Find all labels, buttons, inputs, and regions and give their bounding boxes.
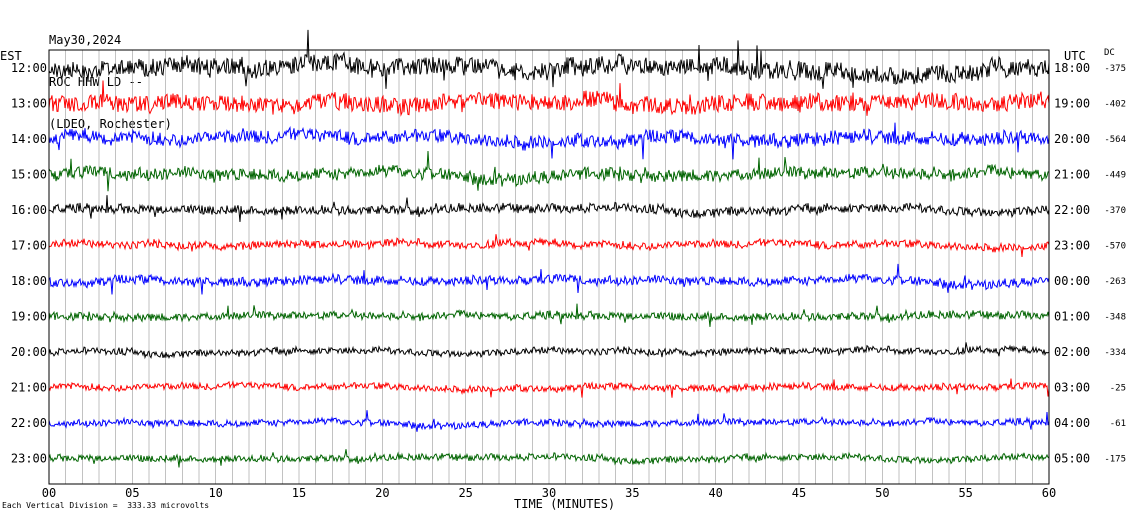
trace-2100 bbox=[48, 378, 1050, 398]
utc-label: 23:00 bbox=[1054, 239, 1090, 253]
trace-1700 bbox=[48, 234, 1050, 257]
x-tick-label: 50 bbox=[875, 486, 889, 500]
x-tick-label: 35 bbox=[625, 486, 639, 500]
x-tick-label: 30 bbox=[542, 486, 556, 500]
utc-label: 00:00 bbox=[1054, 274, 1090, 288]
grid-lines bbox=[65, 50, 1033, 484]
trace-1400 bbox=[48, 122, 1050, 160]
x-axis-title: TIME (MINUTES) bbox=[514, 497, 616, 511]
est-label: 19:00 bbox=[11, 310, 47, 324]
dc-label: -375 bbox=[1104, 64, 1126, 74]
x-tick-label: 20 bbox=[375, 486, 389, 500]
trace-1200 bbox=[48, 29, 1050, 89]
dc-header-label: DC bbox=[1104, 48, 1115, 58]
dc-label: -61 bbox=[1110, 419, 1126, 429]
est-label: 22:00 bbox=[11, 416, 47, 430]
utc-label: 03:00 bbox=[1054, 381, 1090, 395]
est-label: 14:00 bbox=[11, 132, 47, 146]
header-date: May30,2024 bbox=[49, 33, 122, 47]
x-tick-label: 05 bbox=[125, 486, 139, 500]
x-tick-label: 60 bbox=[1042, 486, 1056, 500]
utc-label: 20:00 bbox=[1054, 132, 1090, 146]
x-tick-label: 25 bbox=[458, 486, 472, 500]
x-tick-label: 55 bbox=[958, 486, 972, 500]
trace-2300 bbox=[48, 449, 1050, 468]
est-hour-labels: 12:00 13:00 14:00 15:00 16:00 17:00 18:00 19:00… bbox=[11, 61, 47, 466]
trace-1900 bbox=[48, 303, 1050, 327]
dc-label: -175 bbox=[1104, 455, 1126, 465]
trace-1600 bbox=[48, 195, 1050, 222]
trace-2000 bbox=[48, 342, 1050, 360]
utc-label: 04:00 bbox=[1054, 416, 1090, 430]
right-timezone-label: UTC bbox=[1064, 49, 1086, 63]
est-label: 15:00 bbox=[11, 168, 47, 182]
utc-label: 05:00 bbox=[1054, 452, 1090, 466]
plot-frame bbox=[48, 49, 1050, 485]
footer-scale-note: Each Vertical Division = 333.33 microvol… bbox=[2, 501, 210, 510]
dc-label: -564 bbox=[1104, 135, 1126, 145]
header-location: (LDEO, Rochester) bbox=[49, 117, 172, 131]
trace-1300 bbox=[48, 80, 1050, 117]
utc-hour-labels: 18:00 19:00 20:00 21:00 22:00 23:00 00:00 01:00… bbox=[1054, 61, 1090, 466]
header-block: May30,2024 ROC HHW LD -- (LDEO, Rocheste… bbox=[49, 5, 172, 145]
est-label: 18:00 bbox=[11, 274, 47, 288]
header-station: ROC HHW LD -- bbox=[49, 75, 143, 89]
est-label: 23:00 bbox=[11, 452, 47, 466]
x-tick-labels: 00 05 10 15 20 25 30 35 40 45 50 55 60 bbox=[42, 486, 1056, 500]
trace-1500 bbox=[48, 150, 1050, 192]
dc-label: -370 bbox=[1104, 206, 1126, 216]
utc-label: 22:00 bbox=[1054, 203, 1090, 217]
left-timezone-label: EST bbox=[0, 49, 22, 63]
utc-label: 18:00 bbox=[1054, 61, 1090, 75]
est-label: 12:00 bbox=[11, 61, 47, 75]
est-label: 13:00 bbox=[11, 97, 47, 111]
seismic-traces bbox=[48, 29, 1050, 468]
dc-label: -334 bbox=[1104, 348, 1126, 358]
est-label: 21:00 bbox=[11, 381, 47, 395]
utc-label: 01:00 bbox=[1054, 310, 1090, 324]
dc-label: -263 bbox=[1104, 277, 1126, 287]
x-tick-label: 40 bbox=[708, 486, 722, 500]
x-tick-label: 45 bbox=[792, 486, 806, 500]
dc-label: -25 bbox=[1110, 384, 1126, 394]
x-tick-label: 10 bbox=[208, 486, 222, 500]
x-tick-label: 15 bbox=[292, 486, 306, 500]
dc-label: -402 bbox=[1104, 100, 1126, 110]
est-label: 16:00 bbox=[11, 203, 47, 217]
est-label: 20:00 bbox=[11, 345, 47, 359]
utc-label: 21:00 bbox=[1054, 168, 1090, 182]
utc-label: 02:00 bbox=[1054, 345, 1090, 359]
dc-offset-labels: -375 -402 -564 -449 -370 -570 -263 -348 -334 -25 -… bbox=[1104, 64, 1126, 465]
dc-label: -348 bbox=[1104, 313, 1126, 323]
utc-label: 19:00 bbox=[1054, 97, 1090, 111]
dc-label: -570 bbox=[1104, 242, 1126, 252]
est-label: 17:00 bbox=[11, 239, 47, 253]
x-tick-label: 00 bbox=[42, 486, 56, 500]
trace-2200 bbox=[48, 410, 1050, 432]
trace-1800 bbox=[48, 263, 1050, 295]
dc-label: -449 bbox=[1104, 171, 1126, 181]
